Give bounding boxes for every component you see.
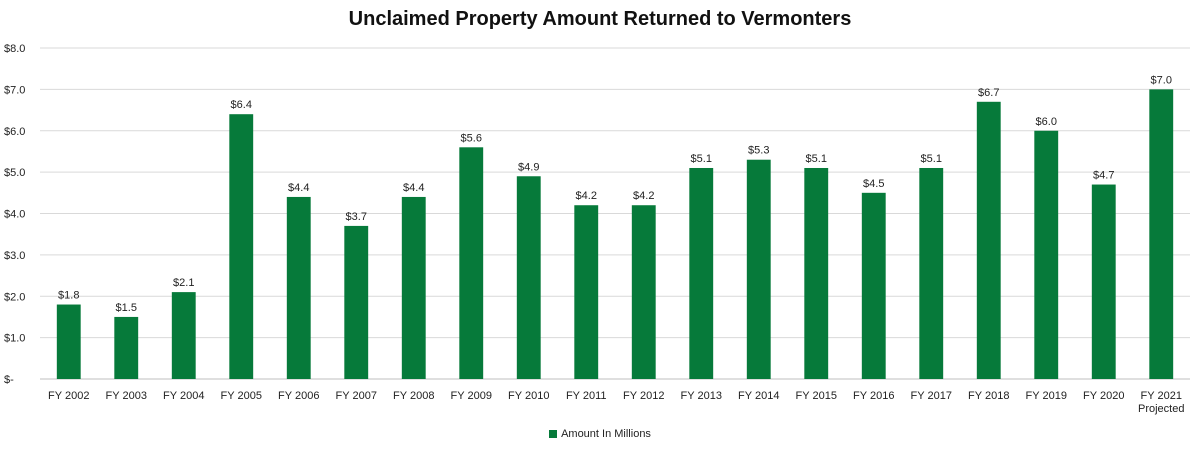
bar (804, 167, 829, 379)
data-label: $4.2 (576, 190, 597, 202)
bar (976, 101, 1001, 379)
x-tick-label: FY 2012 (623, 390, 664, 402)
legend-label: Amount In Millions (561, 428, 651, 440)
x-tick-label: FY 2006 (278, 390, 319, 402)
data-label: $5.1 (921, 153, 942, 165)
x-tick-label: FY 2014 (738, 390, 779, 402)
bar (1149, 89, 1174, 379)
data-label: $3.7 (346, 211, 367, 223)
data-label: $4.4 (403, 182, 424, 194)
bar (286, 196, 311, 379)
bar (574, 205, 599, 379)
x-tick-label: FY 2007 (336, 390, 377, 402)
data-label: $5.1 (691, 153, 712, 165)
x-tick-label: FY 2019 (1026, 390, 1067, 402)
y-tick-label: $5.0 (4, 167, 25, 179)
data-label: $4.9 (518, 161, 539, 173)
y-tick-label: $3.0 (4, 250, 25, 262)
bar (229, 114, 254, 379)
x-tick-label: FY 2015 (796, 390, 837, 402)
y-tick-label: $2.0 (4, 291, 25, 303)
bar (919, 167, 944, 379)
data-label: $4.2 (633, 190, 654, 202)
y-tick-label: $8.0 (4, 43, 25, 55)
x-tick-label: FY 2004 (163, 390, 204, 402)
legend: Amount In Millions (0, 428, 1200, 440)
data-label: $1.8 (58, 290, 79, 302)
bar (861, 192, 886, 379)
x-tick-label: Projected (1138, 403, 1184, 415)
y-tick-label: $6.0 (4, 126, 25, 138)
x-tick-label: FY 2008 (393, 390, 434, 402)
x-tick-label: FY 2020 (1083, 390, 1124, 402)
data-label: $5.3 (748, 145, 769, 157)
bar (1034, 130, 1059, 379)
bar (459, 147, 484, 379)
bar (401, 196, 426, 379)
data-label: $4.5 (863, 178, 884, 190)
data-label: $2.1 (173, 277, 194, 289)
x-tick-label: FY 2003 (106, 390, 147, 402)
x-tick-label: FY 2005 (221, 390, 262, 402)
x-tick-label: FY 2010 (508, 390, 549, 402)
x-tick-label: FY 2016 (853, 390, 894, 402)
bar (171, 292, 196, 379)
data-label: $1.5 (116, 302, 137, 314)
bar (344, 225, 369, 379)
legend-swatch (549, 430, 558, 438)
y-tick-label: $4.0 (4, 209, 25, 221)
x-tick-label: FY 2009 (451, 390, 492, 402)
x-tick-label: FY 2021 (1141, 390, 1182, 402)
data-label: $7.0 (1151, 74, 1172, 86)
y-tick-label: $1.0 (4, 333, 25, 345)
bar (689, 167, 714, 379)
bar (1091, 184, 1116, 379)
x-tick-label: FY 2017 (911, 390, 952, 402)
data-label: $5.1 (806, 153, 827, 165)
data-label: $5.6 (461, 132, 482, 144)
bar (114, 316, 139, 379)
data-label: $6.7 (978, 87, 999, 99)
chart-title: Unclaimed Property Amount Returned to Ve… (348, 8, 852, 30)
data-label: $6.0 (1036, 116, 1057, 128)
bar (516, 176, 541, 379)
y-tick-label: $- (4, 374, 14, 386)
x-tick-label: FY 2018 (968, 390, 1009, 402)
x-tick-label: FY 2013 (681, 390, 722, 402)
y-tick-label: $7.0 (4, 84, 25, 96)
data-label: $4.4 (288, 182, 309, 194)
bar (56, 304, 81, 379)
bar (746, 159, 771, 379)
data-label: $4.7 (1093, 170, 1114, 182)
x-tick-label: FY 2011 (566, 390, 607, 402)
x-tick-label: FY 2002 (48, 390, 89, 402)
bar (631, 205, 656, 379)
data-label: $6.4 (231, 99, 252, 111)
